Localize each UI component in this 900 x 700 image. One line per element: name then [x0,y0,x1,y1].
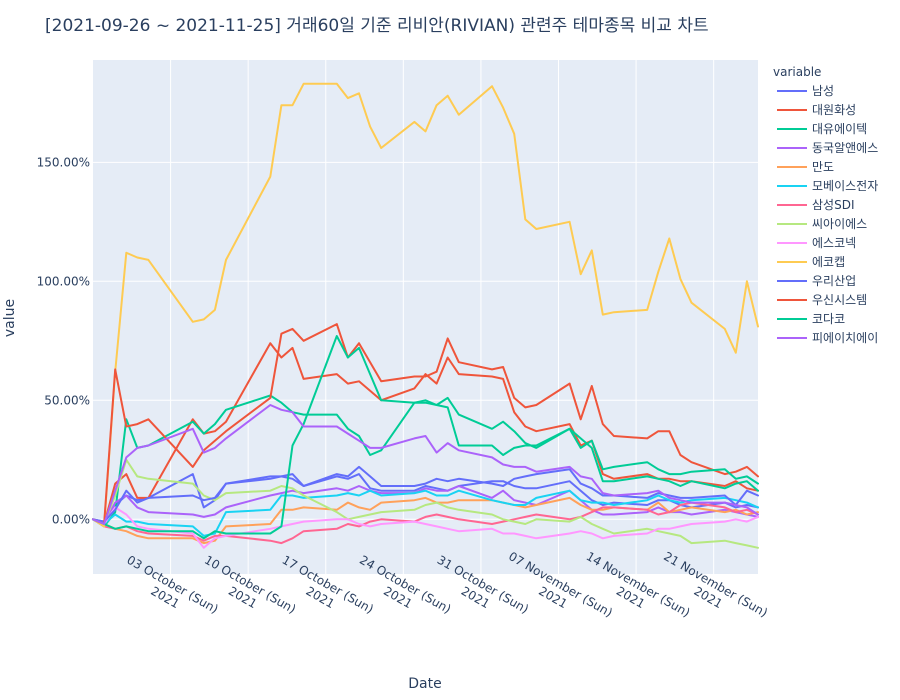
plot-background [93,60,758,574]
legend-item[interactable]: 동국알앤에스 [777,141,878,155]
series-line-8[interactable] [92,458,759,549]
legend-item[interactable]: 씨아이에스 [777,217,867,231]
chart-title: [2021-09-26 ~ 2021-11-25] 거래60일 기준 리비안(R… [45,16,709,36]
y-tick-label: 150.00% [37,155,90,169]
legend-label: 우신시스템 [812,293,867,307]
series-line-10[interactable] [92,82,759,528]
y-tick-label: 100.00% [37,274,90,288]
series-line-4[interactable] [92,485,759,525]
legend-item[interactable]: 에스코넥 [777,236,856,250]
legend-item[interactable]: 만도 [777,160,834,174]
y-tick-label: 50.00% [44,393,90,407]
legend-label: 모베이스전자 [812,179,878,193]
legend-label: 에스코넥 [812,236,856,250]
series-lines [92,82,759,549]
y-axis-title: value [2,299,18,337]
x-axis-ticks: 03 October (Sun)2021 10 October (Sun)2021… [124,549,770,620]
legend-label: 에코캡 [812,255,845,269]
legend-label: 대유에이텍 [812,122,867,136]
legend-label: 남성 [812,84,834,98]
series-line-9[interactable] [92,506,759,549]
legend-item[interactable]: 우리산업 [777,274,856,288]
legend-label: 피에이치에이 [812,331,878,345]
legend-item[interactable]: 삼성SDI [777,198,854,212]
x-axis-title: Date [408,676,441,692]
legend-label: 만도 [812,160,834,174]
gridlines [93,60,758,574]
legend-item[interactable]: 코다코 [777,312,845,326]
legend-label: 씨아이에스 [812,217,867,231]
y-axis-ticks: 0.00% 50.00% 100.00% 150.00% [37,155,90,526]
legend-label: 대원화성 [812,103,856,117]
y-tick-label: 0.00% [52,512,90,526]
legend-label: 삼성SDI [812,198,854,212]
legend-item[interactable]: 대유에이텍 [777,122,867,136]
series-line-1[interactable] [92,473,759,523]
series-line-7[interactable] [92,501,759,545]
series-line-13[interactable] [92,335,759,540]
series-line-6[interactable] [92,489,759,537]
series-line-11[interactable] [92,465,759,523]
legend-item[interactable]: 우신시스템 [777,293,867,307]
legend-label: 우리산업 [812,274,856,288]
legend-item[interactable]: 대원화성 [777,103,856,117]
legend-item[interactable]: 모베이스전자 [777,179,878,193]
legend-item[interactable]: 에코캡 [777,255,845,269]
legend-item[interactable]: 피에이치에이 [777,331,878,345]
legend-item[interactable]: 남성 [777,84,834,98]
legend-title: variable [773,65,821,79]
legend-label: 동국알앤에스 [812,141,878,155]
legend-label: 코다코 [812,312,845,326]
series-line-14[interactable] [92,404,759,525]
